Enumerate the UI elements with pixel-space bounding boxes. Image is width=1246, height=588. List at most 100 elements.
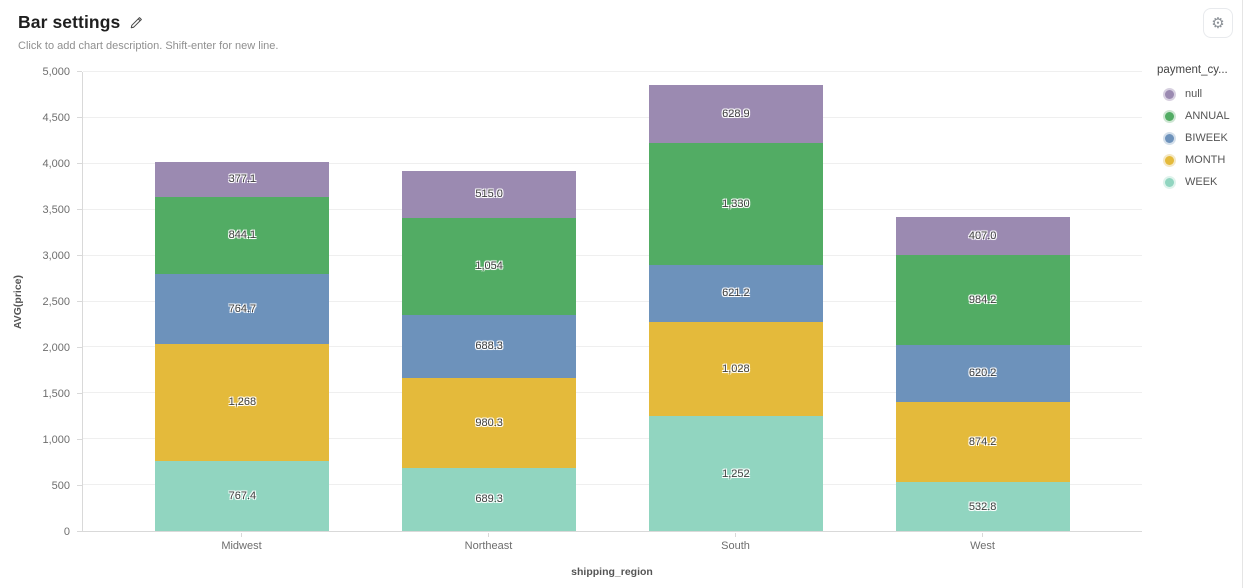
y-tick-label: 1,000 — [42, 434, 70, 446]
x-tick-mark — [735, 533, 736, 537]
bar-value-label: 628.9 — [722, 107, 750, 120]
legend-item-biweek[interactable]: BIWEEK — [1157, 127, 1230, 149]
x-tick: Northeast — [365, 533, 612, 552]
page-title[interactable]: Bar settings — [18, 12, 121, 32]
gridline — [83, 484, 1142, 486]
x-axis-ticks: Midwest Northeast South West — [82, 533, 1142, 552]
legend-label: ANNUAL — [1185, 110, 1230, 122]
bar-segment-annual[interactable]: 1,054 — [402, 217, 577, 315]
bar-value-label: 874.2 — [968, 435, 997, 448]
legend-dot — [1165, 177, 1174, 187]
bar-value-label: 984.2 — [968, 293, 997, 306]
bar-segment-week[interactable]: 1,252 — [648, 416, 823, 531]
x-tick-label: South — [721, 540, 750, 552]
y-tick-mark — [77, 393, 82, 394]
legend-marker — [1163, 153, 1176, 167]
y-tick-mark — [77, 209, 82, 210]
gridline — [83, 300, 1142, 302]
y-tick-mark — [77, 71, 82, 72]
bar-segment-null[interactable]: 628.9 — [648, 84, 823, 143]
bar-value-label: 1,330 — [722, 197, 750, 210]
y-tick-mark — [77, 485, 82, 486]
y-tick-label: 3,000 — [42, 250, 70, 262]
gridline — [83, 438, 1142, 440]
bar-segment-week[interactable]: 767.4 — [155, 460, 330, 531]
bar-segment-null[interactable]: 377.1 — [155, 161, 330, 197]
legend-label: BIWEEK — [1185, 132, 1228, 144]
chart-description-placeholder[interactable]: Click to add chart description. Shift-en… — [18, 40, 279, 52]
bar-segment-annual[interactable]: 844.1 — [155, 196, 330, 274]
y-tick-label: 500 — [51, 480, 70, 492]
legend-label: MONTH — [1185, 154, 1226, 166]
bar-segment-week[interactable]: 532.8 — [895, 482, 1070, 531]
bar-value-label: 1,268 — [228, 396, 257, 409]
gridline — [83, 71, 1142, 72]
y-tick-label: 2,500 — [42, 296, 70, 308]
bar-segment-week[interactable]: 689.3 — [402, 467, 577, 531]
category-band: 377.1 844.1 764.7 1,268 767.4 — [119, 72, 366, 531]
x-tick-label: Northeast — [464, 540, 513, 552]
y-axis-ticks: 0 500 1,000 1,500 2,000 2,500 3,000 3,500 4,000 4… — [0, 66, 82, 538]
x-tick-label: Midwest — [221, 540, 262, 552]
x-tick: Midwest — [118, 533, 365, 552]
y-tick-label: 3,500 — [42, 204, 70, 216]
y-tick-mark — [77, 117, 82, 118]
bar-value-label: 767.4 — [228, 489, 257, 502]
chart-settings-button[interactable]: ⚙ — [1203, 8, 1233, 38]
legend-dot — [1165, 111, 1174, 121]
bar-segment-annual[interactable]: 984.2 — [895, 254, 1070, 345]
gridline — [83, 346, 1142, 348]
bar-segment-biweek[interactable]: 620.2 — [895, 344, 1070, 402]
bar-segment-annual[interactable]: 1,330 — [648, 142, 823, 265]
bar-northeast: 515.0 1,054 688.3 980.3 689.3 — [402, 72, 577, 531]
bar-segment-null[interactable]: 407.0 — [895, 217, 1070, 255]
bar-segment-month[interactable]: 1,028 — [648, 321, 823, 417]
legend: payment_cy... null ANNUAL BIWEEK MONTH WEEK — [1157, 64, 1230, 193]
x-tick-mark — [241, 533, 242, 537]
x-tick-label: West — [970, 540, 995, 552]
legend-dot — [1165, 133, 1174, 143]
panel-divider — [1242, 0, 1243, 588]
x-tick-mark — [982, 533, 983, 537]
legend-item-annual[interactable]: ANNUAL — [1157, 105, 1230, 127]
y-tick-label: 2,000 — [42, 342, 70, 354]
bar-value-label: 407.0 — [968, 229, 997, 242]
bar-value-label: 1,252 — [722, 467, 750, 480]
bars-container: 377.1 844.1 764.7 1,268 767.4 515.0 1,054 688.3… — [83, 72, 1142, 531]
y-tick-mark — [77, 347, 82, 348]
bar-segment-month[interactable]: 1,268 — [155, 344, 330, 461]
bar-value-label: 980.3 — [475, 416, 503, 429]
bar-south: 628.9 1,330 621.2 1,028 1,252 — [648, 72, 823, 531]
legend-item-month[interactable]: MONTH — [1157, 149, 1230, 171]
bar-value-label: 377.1 — [228, 173, 257, 186]
legend-title: payment_cy... — [1157, 64, 1228, 76]
legend-item-null[interactable]: null — [1157, 83, 1230, 105]
y-tick-mark — [77, 531, 82, 532]
gridline — [83, 162, 1142, 164]
category-band: 407.0 984.2 620.2 874.2 532.8 — [859, 72, 1106, 531]
y-tick-mark — [77, 255, 82, 256]
legend-marker — [1163, 131, 1176, 145]
legend-item-week[interactable]: WEEK — [1157, 171, 1230, 193]
bar-west: 407.0 984.2 620.2 874.2 532.8 — [895, 72, 1070, 531]
bar-segment-biweek[interactable]: 764.7 — [155, 273, 330, 345]
legend-dot — [1165, 155, 1174, 165]
bar-segment-month[interactable]: 980.3 — [402, 377, 577, 468]
bar-value-label: 515.0 — [475, 188, 503, 201]
category-band: 515.0 1,054 688.3 980.3 689.3 — [366, 72, 613, 531]
y-tick-label: 5,000 — [42, 66, 70, 78]
bar-segment-null[interactable]: 515.0 — [402, 170, 577, 218]
bar-midwest: 377.1 844.1 764.7 1,268 767.4 — [155, 72, 330, 531]
bar-segment-month[interactable]: 874.2 — [895, 401, 1070, 483]
bar-value-label: 1,054 — [475, 260, 503, 273]
x-tick: West — [859, 533, 1106, 552]
bar-value-label: 532.8 — [968, 500, 997, 513]
x-tick: South — [612, 533, 859, 552]
edit-title-icon[interactable] — [129, 15, 144, 30]
bar-segment-biweek[interactable]: 688.3 — [402, 314, 577, 378]
legend-dot — [1165, 89, 1174, 99]
legend-label: WEEK — [1185, 176, 1218, 188]
x-axis-title: shipping_region — [571, 566, 653, 578]
bar-segment-biweek[interactable]: 621.2 — [648, 264, 823, 322]
